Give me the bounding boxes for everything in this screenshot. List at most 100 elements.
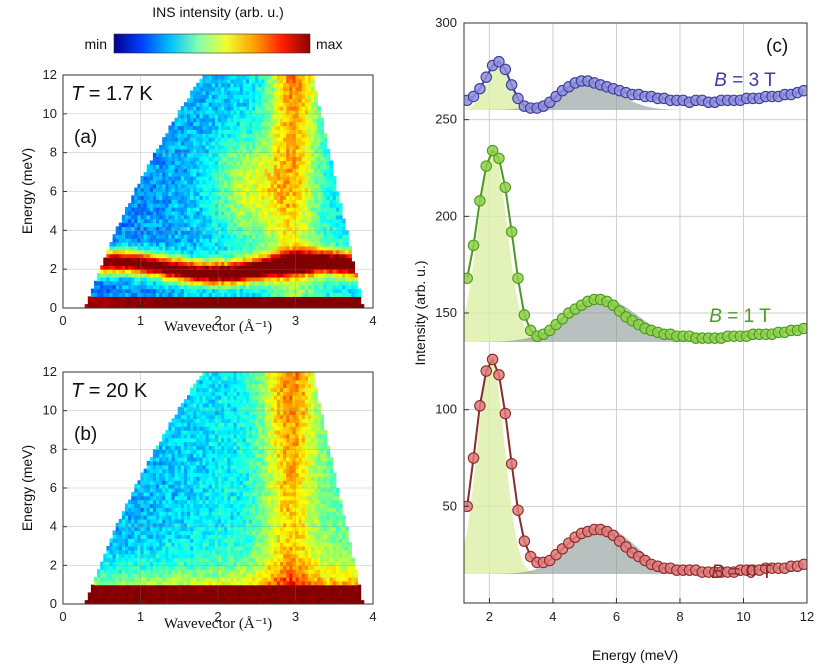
heatmap-cell	[230, 273, 235, 278]
heatmap-cell	[314, 210, 318, 216]
heatmap-cell	[162, 596, 166, 601]
heatmap-cell	[177, 195, 182, 200]
heatmap-cell	[249, 179, 253, 185]
heatmap-cell	[236, 106, 241, 111]
heatmap-cell	[298, 78, 303, 84]
heatmap-cell	[177, 113, 182, 119]
heatmap-cell	[249, 561, 253, 566]
heatmap-cell	[323, 175, 328, 181]
heatmap-cell	[348, 588, 352, 593]
heatmap-cell	[134, 569, 138, 574]
heatmap-cell	[264, 75, 269, 80]
heatmap-cell	[159, 179, 163, 185]
heatmap-cell	[249, 175, 253, 181]
heatmap-cell	[354, 573, 359, 578]
heatmap-cell	[317, 565, 321, 570]
heatmap-cell	[311, 292, 315, 297]
heatmap-cell	[121, 553, 126, 559]
heatmap-cell	[196, 253, 200, 259]
heatmap-cell	[280, 296, 284, 301]
heatmap-cell	[230, 164, 235, 169]
heatmap-cell	[199, 82, 204, 88]
heatmap-cell	[307, 569, 312, 574]
heatmap-cell	[298, 191, 303, 196]
heatmap-cell	[307, 121, 312, 127]
heatmap-cell	[242, 284, 247, 290]
heatmap-cell	[273, 557, 278, 563]
heatmap-cell	[295, 82, 300, 88]
heatmap-cell	[230, 207, 235, 212]
heatmap-cell	[193, 214, 197, 220]
heatmap-cell	[227, 218, 231, 224]
heatmap-cell	[307, 304, 312, 308]
heatmap-cell	[115, 600, 120, 604]
heatmap-cell	[214, 245, 219, 251]
heatmap-cell	[115, 261, 120, 266]
heatmap-cell	[323, 273, 328, 278]
heatmap-cell	[143, 304, 148, 308]
heatmap-cell	[109, 576, 114, 582]
heatmap-cell	[249, 137, 253, 142]
heatmap-cell	[199, 596, 204, 601]
heatmap-cell	[258, 292, 262, 297]
heatmap-cell	[323, 557, 328, 563]
heatmap-cell	[221, 137, 225, 142]
heatmap-cell	[298, 203, 303, 208]
heatmap-cell	[199, 78, 204, 84]
heatmap-cell	[94, 600, 98, 604]
heatmap-cell	[205, 156, 210, 162]
heatmap-cell	[233, 226, 238, 231]
heatmap-cell	[236, 168, 241, 173]
heatmap-cell	[295, 121, 300, 127]
heatmap-cell	[273, 109, 278, 115]
heatmap-cell	[140, 284, 145, 290]
heatmap-cell	[311, 98, 315, 103]
heatmap-cell	[348, 245, 352, 251]
heatmap-cell	[289, 276, 293, 282]
heatmap-cell	[329, 561, 334, 566]
heatmap-cell	[317, 222, 321, 228]
heatmap-cell	[280, 273, 284, 278]
heatmap-cell	[320, 156, 324, 162]
heatmap-cell	[187, 144, 191, 150]
heatmap-cell	[180, 580, 185, 586]
heatmap-cell	[311, 573, 315, 578]
heatmap-cell	[90, 588, 95, 593]
heatmap-cell	[261, 600, 266, 604]
heatmap-cell	[304, 102, 309, 107]
heatmap-cell	[255, 245, 259, 251]
heatmap-cell	[242, 576, 247, 582]
heatmap-cell	[242, 584, 247, 590]
heatmap-cell	[332, 261, 337, 266]
heatmap-cell	[286, 561, 290, 566]
heatmap-cell	[292, 218, 297, 224]
heatmap-cell	[233, 156, 238, 162]
heatmap-cell	[307, 296, 312, 301]
heatmap-cell	[177, 125, 182, 130]
heatmap-cell	[239, 300, 244, 305]
heatmap-cell	[276, 557, 281, 563]
heatmap-cell	[326, 292, 331, 297]
heatmap-cell	[289, 210, 293, 216]
heatmap-cell	[329, 576, 334, 582]
heatmap-cell	[233, 102, 238, 107]
heatmap-cell	[140, 569, 145, 574]
heatmap-cell	[245, 183, 250, 189]
heatmap-cell	[286, 276, 290, 282]
heatmap-cell	[115, 304, 120, 308]
heatmap-cell	[227, 596, 231, 601]
heatmap-cell	[193, 565, 197, 570]
heatmap-cell	[190, 148, 194, 154]
heatmap-cell	[317, 199, 321, 204]
heatmap-cell	[224, 596, 228, 601]
heatmap-cell	[311, 261, 315, 266]
heatmap-cell	[351, 557, 355, 563]
heatmap-cell	[156, 195, 160, 200]
heatmap-cell	[196, 152, 200, 158]
heatmap-cell	[230, 226, 235, 231]
heatmap-cell	[187, 584, 191, 590]
heatmap-cell	[292, 164, 297, 169]
heatmap-cell	[258, 269, 262, 274]
heatmap-cell	[202, 156, 207, 162]
heatmap-cell	[354, 600, 359, 604]
